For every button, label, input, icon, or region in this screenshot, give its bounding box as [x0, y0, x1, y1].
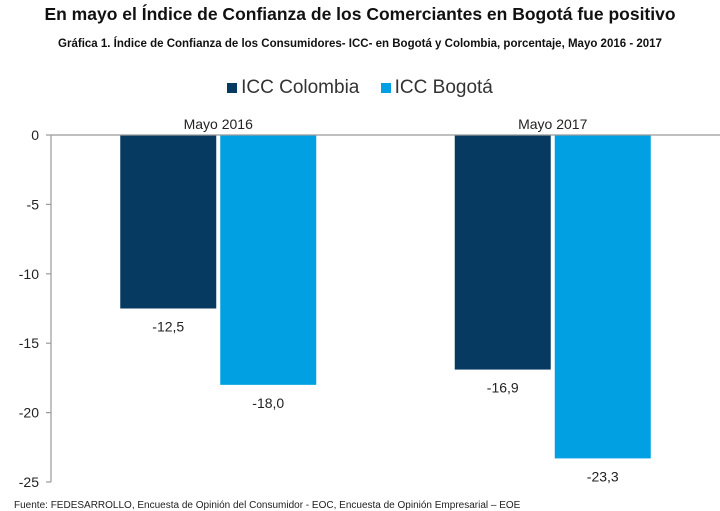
data-label: -16,9 — [487, 380, 519, 396]
legend-swatch — [380, 83, 391, 93]
y-tick-label: -15 — [19, 335, 39, 351]
page-title: En mayo el Índice de Confianza de los Co… — [44, 4, 676, 24]
legend: ICC Colombia ICC Bogotá — [0, 77, 720, 99]
legend-label: ICC Colombia — [241, 77, 360, 98]
bar-bogota — [220, 135, 317, 385]
legend-label: ICC Bogotá — [394, 77, 493, 98]
bar-colombia — [120, 135, 217, 309]
bar-colombia — [454, 135, 551, 370]
chart-title: Gráfica 1. Índice de Confianza de los Co… — [58, 38, 662, 50]
category-label: Mayo 2016 — [184, 116, 253, 132]
source-note: Fuente: FEDESARROLLO, Encuesta de Opinió… — [14, 500, 521, 511]
legend-swatch — [227, 83, 238, 93]
category-label: Mayo 2017 — [518, 116, 587, 132]
legend-item-bogota: ICC Bogotá — [380, 77, 493, 99]
y-tick-label: 0 — [31, 127, 39, 143]
y-tick-label: -5 — [27, 196, 40, 212]
y-tick-label: -20 — [19, 405, 39, 421]
y-tick-label: -10 — [19, 266, 39, 282]
data-label: -12,5 — [152, 319, 184, 335]
y-tick-label: -25 — [19, 474, 39, 490]
data-label: -23,3 — [587, 468, 619, 484]
data-label: -18,0 — [252, 395, 284, 411]
bar-bogota — [554, 135, 651, 459]
legend-item-colombia: ICC Colombia — [227, 77, 359, 99]
